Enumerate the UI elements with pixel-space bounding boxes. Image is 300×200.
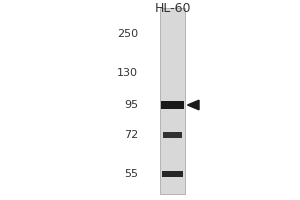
- Text: HL-60: HL-60: [154, 2, 191, 16]
- Text: 95: 95: [124, 100, 138, 110]
- Bar: [161, 101, 184, 109]
- Bar: [162, 171, 183, 177]
- Bar: [160, 8, 185, 194]
- Polygon shape: [188, 100, 199, 110]
- Text: 55: 55: [124, 169, 138, 179]
- Bar: [163, 132, 182, 138]
- Text: 250: 250: [117, 29, 138, 39]
- Text: 130: 130: [117, 68, 138, 78]
- Text: 72: 72: [124, 130, 138, 140]
